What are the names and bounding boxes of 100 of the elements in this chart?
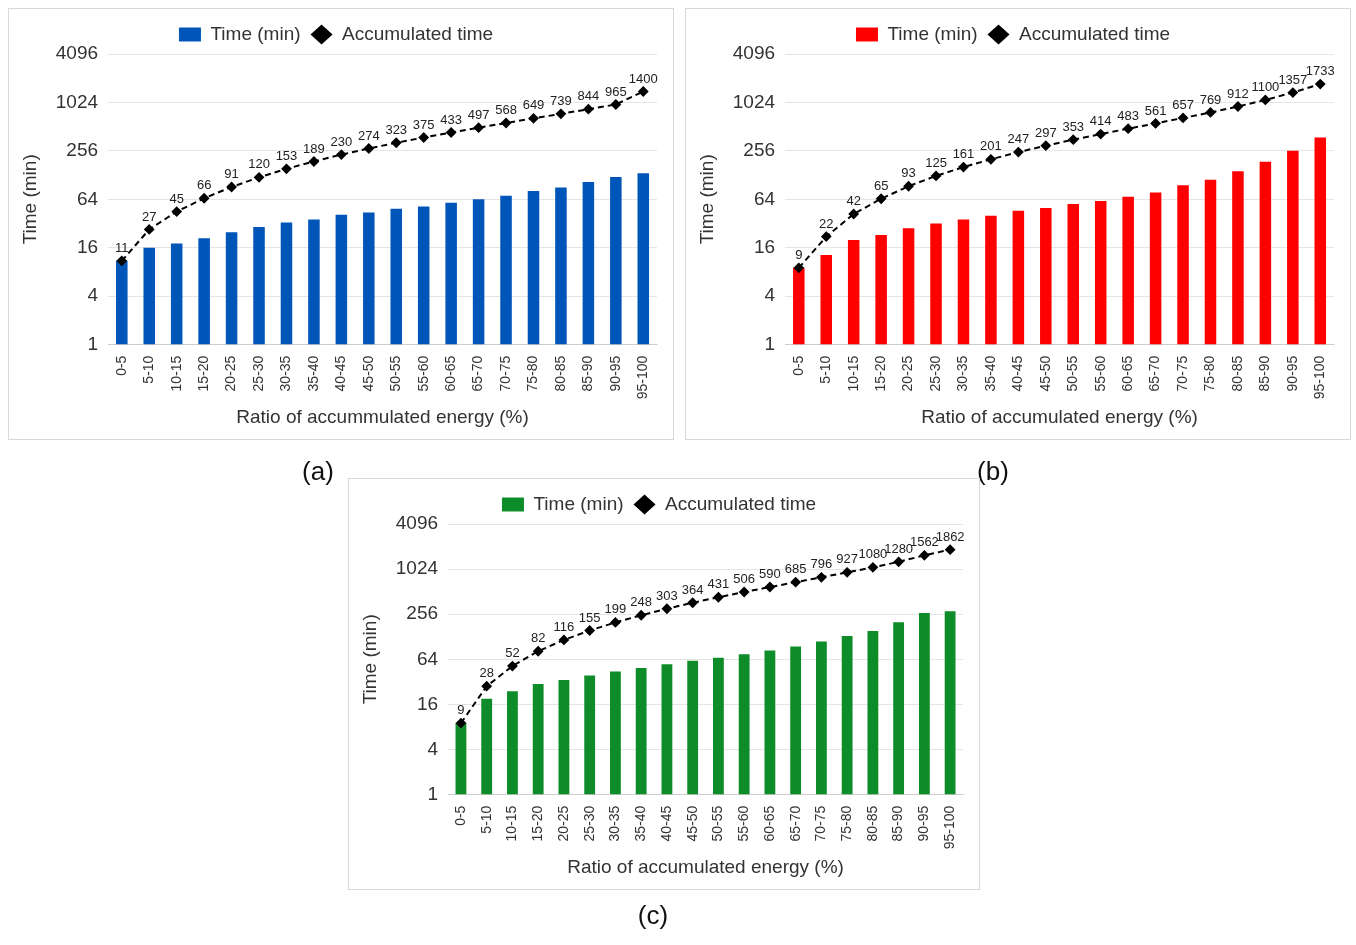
legend-label: Time (min) — [533, 492, 624, 514]
x-tick-label: 55-60 — [735, 805, 752, 842]
data-label: 303 — [656, 587, 678, 603]
text: (a) — [301, 456, 335, 487]
y-tick-label: 64 — [416, 647, 439, 669]
point — [661, 603, 672, 614]
point — [481, 681, 492, 692]
x-tick-label: 25-30 — [926, 355, 943, 392]
point — [821, 231, 832, 242]
x-tick-label: 90-95 — [915, 805, 932, 842]
point — [985, 154, 996, 165]
x-tick-label: 0-5 — [112, 355, 129, 376]
point — [1150, 118, 1161, 129]
data-label: 45 — [169, 190, 184, 206]
point — [790, 577, 801, 588]
data-label: 483 — [1117, 107, 1139, 123]
point — [1260, 94, 1271, 105]
x-tick-label: 5-10 — [140, 355, 157, 384]
x-tick-label: 70-75 — [496, 355, 513, 392]
y-tick-label: 16 — [416, 692, 439, 714]
x-axis-title: Ratio of accummulated energy (%) — [236, 405, 529, 427]
point — [455, 718, 466, 729]
data-label: 161 — [952, 146, 975, 162]
point — [610, 99, 621, 110]
y-axis-title: Time (min) — [18, 154, 40, 245]
point — [1287, 87, 1298, 98]
point — [533, 646, 544, 657]
point — [867, 562, 878, 573]
y-tick-label: 1 — [427, 782, 439, 804]
point — [1205, 107, 1216, 118]
x-tick-label: 45-50 — [359, 355, 376, 392]
legend-label: Time (min) — [887, 22, 978, 44]
data-label: 414 — [1089, 113, 1112, 129]
point — [1178, 112, 1189, 123]
point — [363, 143, 374, 154]
point — [848, 209, 859, 220]
data-label: 649 — [522, 97, 545, 113]
data-label: 274 — [357, 127, 380, 143]
x-tick-label: 20-25 — [222, 355, 239, 392]
point — [919, 550, 930, 561]
data-label: 685 — [784, 561, 807, 577]
x-tick-label: 50-55 — [709, 805, 726, 842]
x-tick-label: 45-50 — [683, 805, 700, 842]
data-label: 739 — [550, 92, 572, 108]
data-label: 657 — [1172, 97, 1194, 113]
data-label: 52 — [505, 645, 520, 661]
x-tick-label: 10-15 — [167, 355, 184, 392]
x-tick-label: 55-60 — [414, 355, 431, 392]
x-tick-label: 75-80 — [838, 805, 854, 842]
x-tick-label: 35-40 — [304, 355, 321, 392]
x-tick-label: 30-35 — [606, 805, 623, 842]
point — [558, 634, 569, 645]
data-label: 82 — [530, 630, 546, 646]
point — [816, 572, 827, 583]
data-label: 297 — [1034, 124, 1057, 140]
data-label: 199 — [604, 601, 627, 617]
x-tick-label: 30-35 — [954, 355, 971, 392]
y-tick-label: 4096 — [55, 42, 99, 64]
legend-label: Time (min) — [210, 22, 301, 44]
data-label: 201 — [980, 138, 1002, 154]
point — [638, 86, 649, 97]
x-tick-label: 60-65 — [1119, 355, 1136, 392]
data-label: 1400 — [628, 70, 658, 86]
x-tick-label: 15-20 — [871, 355, 888, 392]
point — [739, 587, 750, 598]
data-label: 155 — [578, 609, 601, 625]
x-tick-label: 10-15 — [844, 355, 861, 392]
x-tick-label: 45-50 — [1036, 355, 1053, 392]
point — [281, 163, 292, 174]
point — [1123, 123, 1134, 134]
x-axis-title: Ratio of accumulated energy (%) — [921, 405, 1198, 427]
x-tick-label: 25-30 — [249, 355, 266, 392]
x-tick-label: 50-55 — [387, 355, 404, 392]
y-tick-label: 16 — [76, 235, 99, 257]
data-label: 65 — [873, 177, 889, 193]
data-label: 230 — [330, 133, 353, 149]
point — [144, 224, 155, 235]
legend-label: Accumulated time — [1019, 22, 1171, 44]
x-tick-label: 85-90 — [889, 805, 906, 842]
x-tick-label: 95-100 — [1311, 355, 1328, 400]
point — [116, 255, 127, 266]
x-tick-label: 55-60 — [1091, 355, 1108, 392]
data-label: 125 — [925, 154, 947, 170]
x-tick-label: 50-55 — [1064, 355, 1081, 392]
point — [610, 617, 621, 628]
x-tick-label: 20-25 — [899, 355, 916, 392]
data-label: 912 — [1227, 85, 1249, 101]
point — [418, 132, 429, 143]
x-tick-label: 10-15 — [503, 805, 520, 842]
data-label: 353 — [1062, 118, 1085, 134]
x-tick-label: 15-20 — [529, 805, 546, 842]
data-label: 28 — [479, 665, 494, 681]
data-label: 796 — [810, 556, 833, 572]
point — [171, 206, 182, 217]
point — [687, 597, 698, 608]
data-label: 153 — [275, 147, 298, 163]
point — [555, 108, 566, 119]
x-axis-title: Ratio of accumulated energy (%) — [567, 855, 844, 877]
data-label: 189 — [303, 140, 325, 156]
data-label: 11 — [115, 239, 129, 255]
